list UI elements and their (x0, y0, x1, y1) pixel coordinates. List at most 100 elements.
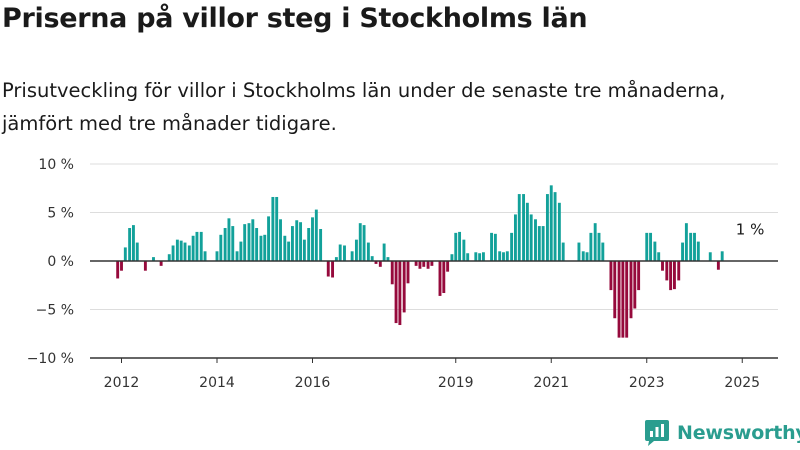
bar (553, 192, 557, 261)
bar (510, 232, 514, 261)
bar (259, 235, 263, 261)
bar (406, 261, 410, 284)
bar (354, 239, 358, 261)
bar (116, 261, 120, 279)
bar (581, 251, 585, 261)
bar (152, 257, 155, 261)
bar (625, 261, 629, 338)
bar (669, 261, 673, 291)
bar (195, 231, 199, 261)
bar (418, 261, 422, 269)
bar (716, 261, 720, 270)
bar (287, 241, 291, 261)
bar (203, 251, 207, 261)
bar (696, 241, 700, 261)
bar (557, 202, 561, 261)
x-tick-label: 2019 (438, 375, 474, 391)
bar (593, 223, 597, 261)
bar (649, 232, 653, 261)
latest-value-label: 1 % (736, 220, 765, 238)
bar (366, 242, 370, 261)
bar (279, 219, 282, 261)
bar (128, 228, 132, 261)
bars-layer (116, 185, 724, 338)
bar (430, 261, 434, 266)
bar (283, 235, 287, 261)
bar (191, 235, 195, 261)
bar (490, 232, 494, 261)
bar (314, 209, 318, 261)
bar (665, 261, 669, 281)
bar (689, 232, 693, 261)
bar (374, 261, 378, 264)
bar (633, 261, 637, 309)
bar (589, 232, 593, 261)
bar (239, 241, 243, 261)
bar (534, 219, 537, 261)
bar (693, 232, 696, 261)
bar (613, 261, 617, 319)
bar (672, 261, 676, 290)
bar (446, 261, 450, 272)
bar (442, 261, 446, 294)
bar (529, 214, 533, 261)
bar (481, 252, 485, 261)
bar (597, 232, 601, 261)
bar (661, 261, 664, 271)
bar (267, 216, 271, 261)
axis-layer: −10 % −5 % 0 % 5 % 10 % 2012 2014 2016 2019 2021 2… (27, 157, 778, 391)
bar (199, 231, 203, 261)
bar (358, 223, 362, 261)
bar (617, 261, 621, 338)
bar (271, 196, 275, 261)
bar (231, 226, 235, 261)
bar (302, 239, 306, 261)
bar (343, 245, 346, 261)
bar (123, 247, 127, 261)
y-tick-label: −10 % (27, 351, 74, 367)
bar (466, 253, 470, 261)
bar (517, 194, 521, 261)
bar (537, 226, 541, 261)
bar (350, 251, 354, 261)
bar (263, 234, 267, 261)
bar (450, 254, 454, 261)
bar (458, 231, 462, 261)
bar (498, 251, 502, 261)
bar (525, 202, 529, 261)
bar (386, 257, 390, 261)
x-tick-label: 2021 (533, 375, 569, 391)
bar (462, 239, 466, 261)
bar (183, 242, 187, 261)
bar (422, 261, 426, 267)
bar (549, 185, 553, 261)
bar-chart: −10 % −5 % 0 % 5 % 10 % 2012 2014 2016 2019 2021 2… (27, 157, 778, 391)
bar (561, 242, 565, 261)
bar (223, 228, 227, 261)
y-tick-label: 0 % (47, 254, 74, 270)
bar (219, 234, 223, 261)
bar (143, 261, 147, 271)
bar (307, 228, 311, 261)
bar (681, 242, 685, 261)
bar (502, 252, 505, 261)
bar (398, 261, 402, 326)
bar (402, 261, 406, 313)
y-tick-label: 5 % (47, 206, 74, 222)
bar (175, 239, 179, 261)
brand-name: Newsworthy (677, 422, 800, 444)
bar (378, 261, 382, 267)
bar (513, 214, 517, 261)
bar (326, 261, 330, 277)
x-tick-label: 2012 (104, 375, 140, 391)
bar (720, 251, 724, 261)
bar (338, 244, 342, 261)
x-tick-label: 2025 (724, 375, 760, 391)
bar (319, 228, 323, 261)
newsworthy-logo-icon (645, 420, 669, 446)
bar (131, 225, 135, 261)
bar (370, 256, 374, 261)
bar (187, 245, 191, 261)
bar (331, 261, 335, 278)
bar (577, 242, 581, 261)
